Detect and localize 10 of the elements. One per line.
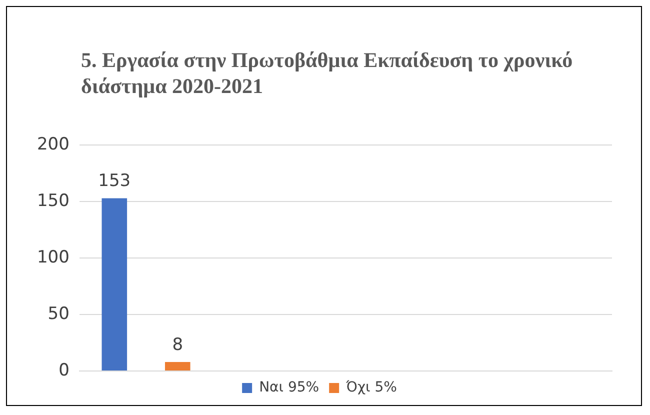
y-tick-label: 0 — [58, 360, 70, 380]
y-tick-label: 50 — [48, 304, 70, 324]
data-label: 8 — [172, 334, 184, 355]
y-tick-label: 150 — [36, 191, 70, 212]
legend-label: Ναι 95% — [259, 380, 320, 396]
y-tick-label: 200 — [36, 134, 70, 155]
chart-title: 5. Εργασία στην Πρωτοβάθμια Εκπαίδευση το χρονικό διάστημα 2020-2021 — [81, 47, 574, 100]
y-tick-label: 100 — [36, 248, 70, 268]
data-label: 153 — [98, 171, 131, 192]
legend-label: Όχι 5% — [345, 380, 397, 396]
